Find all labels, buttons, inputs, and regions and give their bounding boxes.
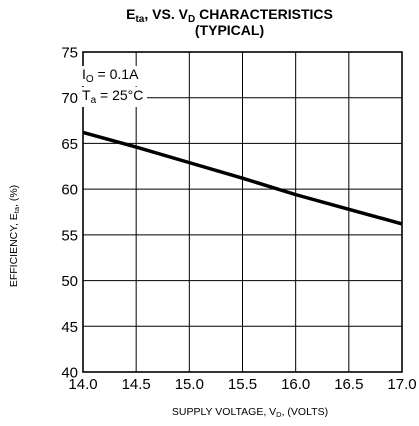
annotation-io: IO = 0.1A	[82, 66, 143, 86]
y-tick-label: 55	[61, 227, 78, 244]
x-tick-label: 17.0	[387, 376, 416, 393]
y-tick-label: 45	[61, 319, 78, 336]
y-tick-label: 60	[61, 182, 78, 199]
annotation-ta: Ta = 25°C	[82, 87, 148, 107]
x-tick-label: 16.0	[281, 376, 310, 393]
y-tick-label: 40	[61, 365, 78, 382]
y-axis-label: EFFICIENCY, Eta, (%)	[8, 184, 21, 288]
x-tick-label: 14.5	[122, 376, 151, 393]
y-tick-label: 50	[61, 273, 78, 290]
efficiency-series-line	[82, 130, 403, 226]
x-tick-label: 15.0	[175, 376, 204, 393]
x-axis-label: SUPPLY VOLTAGE, VD, (VOLTS)	[171, 406, 329, 419]
chart-title-line2: (TYPICAL)	[194, 22, 265, 38]
plot-frame	[82, 51, 403, 373]
y-tick-label: 65	[61, 136, 78, 153]
x-tick-label: 15.5	[228, 376, 257, 393]
x-tick-label: 14.0	[68, 376, 97, 393]
y-tick-label: 75	[61, 45, 78, 62]
chart-title-line1: Eta, VS. VD CHARACTERISTICS	[126, 6, 333, 25]
y-tick-label: 70	[61, 90, 78, 107]
x-tick-label: 16.5	[334, 376, 363, 393]
